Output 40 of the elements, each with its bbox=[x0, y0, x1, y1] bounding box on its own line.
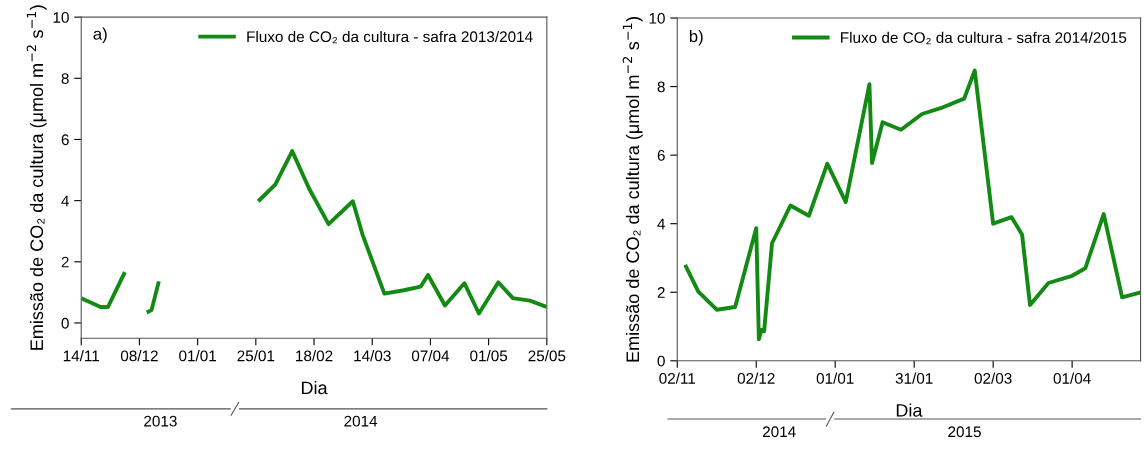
y-tick-label: 10 bbox=[53, 12, 69, 23]
y-tick-label: 8 bbox=[61, 73, 69, 84]
x-tick-label: 14/11 bbox=[63, 350, 100, 362]
x-tick-label: 25/05 bbox=[528, 350, 566, 362]
y-tick-label: 4 bbox=[61, 195, 69, 207]
x-tick-label: 01/01 bbox=[179, 350, 216, 362]
x-tick-label: 02/12 bbox=[737, 372, 775, 384]
x-tick-label: 01/04 bbox=[1053, 372, 1091, 384]
x-tick-label: 01/05 bbox=[470, 350, 508, 362]
text: 2015 bbox=[948, 426, 981, 438]
x-tick-label: 07/04 bbox=[411, 350, 450, 362]
y-axis-title: Emissão de CO₂ da cultura (μmol m$^{−2}$ s$^{−1}$) bbox=[26, 5, 47, 350]
y-tick-label: 8 bbox=[657, 81, 665, 93]
line-series bbox=[683, 68, 1141, 342]
y-tick-label: 10 bbox=[649, 12, 665, 24]
annotation: a) bbox=[93, 27, 107, 44]
x-tick-label: 31/01 bbox=[895, 372, 933, 384]
y-tick-label: 0 bbox=[61, 317, 69, 329]
text: 2014 bbox=[344, 415, 378, 427]
y-tick-label: 6 bbox=[61, 134, 69, 146]
x-tick-label: 01/01 bbox=[816, 372, 854, 384]
y-tick-label: 4 bbox=[657, 218, 665, 230]
x-axis-title: Dia bbox=[896, 403, 923, 417]
annotation: b) bbox=[689, 29, 703, 46]
x-tick-label: 02/03 bbox=[974, 372, 1012, 384]
x-axis-title: Dia bbox=[301, 380, 328, 395]
x-tick-label: 18/02 bbox=[296, 350, 333, 362]
x-tick-label: 14/03 bbox=[354, 350, 391, 362]
text: 2013 bbox=[144, 415, 177, 427]
x-tick-label: 08/12 bbox=[120, 350, 158, 362]
legend-label: Fluxo de CO₂ da cultura - safra 2014/2015 bbox=[841, 31, 1127, 45]
y-tick-label: 2 bbox=[61, 256, 69, 268]
y-tick-label: 6 bbox=[657, 150, 665, 161]
x-tick-label: 25/01 bbox=[237, 350, 275, 362]
legend-label: Fluxo de CO₂ da cultura - safra 2013/2014 bbox=[247, 30, 533, 44]
y-tick-label: 0 bbox=[657, 355, 665, 367]
y-axis-title: Emissão de CO₂ da cultura (μmol m$^{−2}$ s$^{−1}$) bbox=[622, 17, 643, 362]
text: 2014 bbox=[762, 426, 796, 438]
y-tick-label: 2 bbox=[657, 287, 665, 298]
x-tick-label: 02/11 bbox=[659, 372, 696, 384]
